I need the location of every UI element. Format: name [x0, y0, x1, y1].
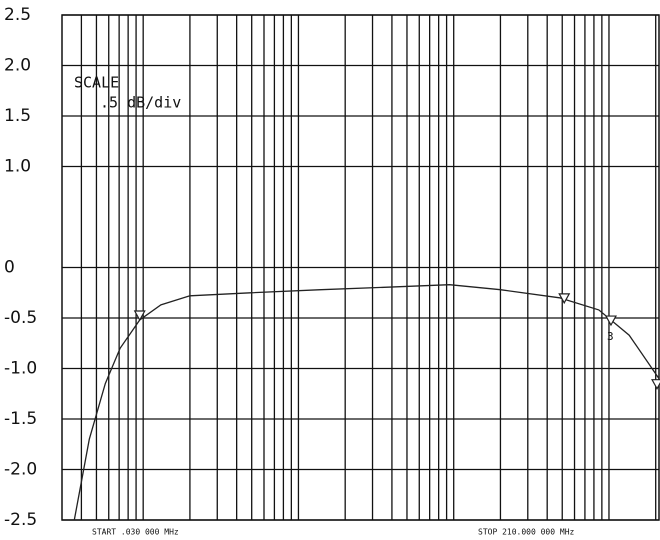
y-tick-label: -1.5 — [4, 409, 37, 429]
y-tick-label: -2.5 — [4, 510, 37, 530]
marker-label: 3 — [607, 330, 614, 343]
y-tick-label: 2.5 — [4, 5, 31, 25]
y-tick-label: 1.0 — [4, 157, 31, 177]
y-tick-label: -1.0 — [4, 359, 37, 379]
y-tick-label: -0.5 — [4, 308, 37, 328]
start-label: START .030 000 MHz — [92, 528, 179, 537]
trace — [73, 284, 660, 521]
scale-value: .5 dB/div — [100, 94, 181, 112]
y-tick-label: -2.0 — [4, 460, 37, 480]
y-tick-label: 2.0 — [4, 56, 31, 76]
y-tick-label: 0 — [4, 258, 15, 278]
marker — [133, 310, 146, 322]
marker — [558, 293, 571, 305]
stop-label: STOP 210.000 000 MHz — [478, 528, 575, 537]
y-tick-label: 1.5 — [4, 106, 31, 126]
marker — [604, 315, 617, 327]
